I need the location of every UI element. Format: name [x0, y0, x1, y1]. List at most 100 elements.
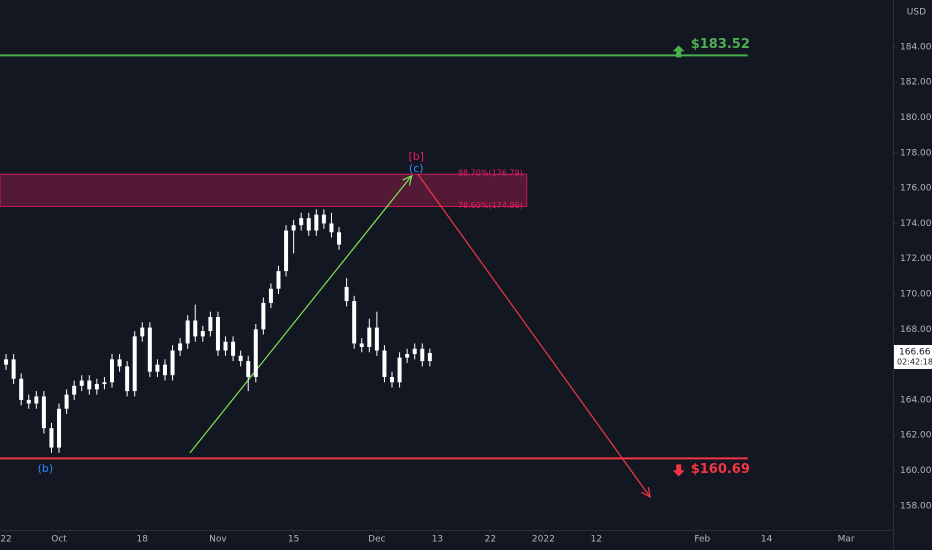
arrow-head: [640, 487, 651, 499]
x-tick-label: Mar: [838, 535, 855, 545]
x-tick-label: 22: [0, 535, 11, 545]
trend-arrow: [189, 175, 413, 454]
level-label: $160.69: [691, 462, 750, 477]
candle-body: [200, 331, 205, 337]
y-tick-label: 174.00: [900, 219, 932, 229]
x-tick-label: 12: [591, 535, 602, 545]
trend-arrow: [417, 173, 651, 498]
candle-body: [19, 378, 24, 400]
candle-body: [178, 343, 183, 351]
candle-body: [11, 359, 16, 379]
candle-body: [223, 341, 228, 351]
x-tick-label: Dec: [368, 535, 385, 545]
candle-body: [352, 301, 357, 344]
wave-label: (b): [38, 462, 54, 475]
candle-body: [321, 214, 326, 224]
candle-body: [132, 336, 137, 392]
candle-body: [170, 350, 175, 376]
candle-body: [94, 384, 99, 390]
y-tick-label: 176.00: [900, 184, 932, 194]
candle-body: [215, 316, 220, 351]
candle-body: [367, 327, 372, 347]
y-tick-label: 172.00: [900, 254, 932, 264]
x-tick-label: 15: [288, 535, 299, 545]
currency-label: USD: [907, 8, 926, 18]
x-tick-label: 13: [432, 535, 443, 545]
wave-label: (c): [409, 162, 424, 175]
x-tick-label: Nov: [209, 535, 227, 545]
candle-body: [382, 350, 387, 377]
candle-body: [162, 364, 167, 376]
candle-body: [427, 352, 432, 362]
candle-body: [155, 364, 160, 372]
last-price-box: [894, 344, 932, 369]
candle-body: [299, 218, 304, 226]
candle-body: [147, 327, 152, 372]
x-tick-label: 22: [485, 535, 496, 545]
fib-label: 78.60%(174.96): [458, 201, 523, 210]
candle-body: [49, 428, 54, 448]
candle-body: [4, 359, 9, 365]
candle-body: [238, 355, 243, 362]
candle-body: [337, 232, 342, 245]
candle-body: [397, 357, 402, 383]
candle-body: [344, 286, 349, 302]
candle-body: [261, 302, 266, 330]
last-price-label: 166.66: [899, 347, 931, 357]
candle-body: [268, 288, 273, 303]
countdown-label: 02:42:18: [897, 357, 932, 366]
x-tick-label: 2022: [532, 535, 555, 545]
candle-body: [246, 361, 251, 377]
y-tick-label: 184.00: [900, 42, 932, 52]
level-arrow: [672, 45, 685, 58]
candle-body: [359, 343, 364, 347]
y-tick-label: 168.00: [900, 325, 932, 335]
candle-body: [405, 354, 410, 358]
arrow-head: [402, 174, 413, 186]
x-tick-label: 14: [761, 535, 773, 545]
candle-body: [41, 396, 46, 429]
candle-body: [253, 329, 258, 377]
candle-body: [193, 320, 198, 337]
fib-label: 88.70%(176.79): [458, 169, 523, 178]
wave-label: [b]: [408, 150, 424, 163]
y-tick-label: 178.00: [900, 148, 932, 158]
candle-body: [284, 230, 289, 272]
candle-body: [34, 396, 39, 404]
candle-body: [102, 382, 107, 385]
candle-body: [329, 223, 334, 233]
x-tick-label: 18: [137, 535, 149, 545]
candle-body: [125, 366, 130, 392]
candle-body: [110, 359, 115, 383]
candle-body: [87, 380, 92, 390]
candle-body: [374, 327, 379, 351]
candle-body: [390, 376, 395, 383]
y-tick-label: 162.00: [900, 431, 932, 441]
candle-body: [420, 348, 425, 362]
candle-body: [231, 341, 236, 356]
candle-body: [185, 320, 190, 344]
x-tick-label: Feb: [694, 535, 710, 545]
candle-body: [79, 380, 84, 386]
fib-zone: [0, 173, 528, 207]
level-label: $183.52: [691, 37, 750, 52]
candle-body: [117, 359, 122, 367]
candle-body: [306, 218, 311, 231]
candle-body: [64, 394, 69, 409]
candle-body: [57, 408, 62, 448]
candle-body: [140, 327, 145, 337]
candle-body: [72, 385, 77, 395]
candle-body: [291, 225, 296, 231]
candle-body: [208, 316, 213, 332]
candle-body: [412, 348, 417, 355]
y-tick-label: 164.00: [900, 395, 932, 405]
x-tick-label: Oct: [51, 535, 67, 545]
candle-body: [26, 399, 31, 404]
y-tick-label: 158.00: [900, 501, 932, 511]
level-arrow: [672, 464, 685, 477]
y-tick-label: 170.00: [900, 290, 932, 300]
candle-body: [314, 214, 319, 231]
